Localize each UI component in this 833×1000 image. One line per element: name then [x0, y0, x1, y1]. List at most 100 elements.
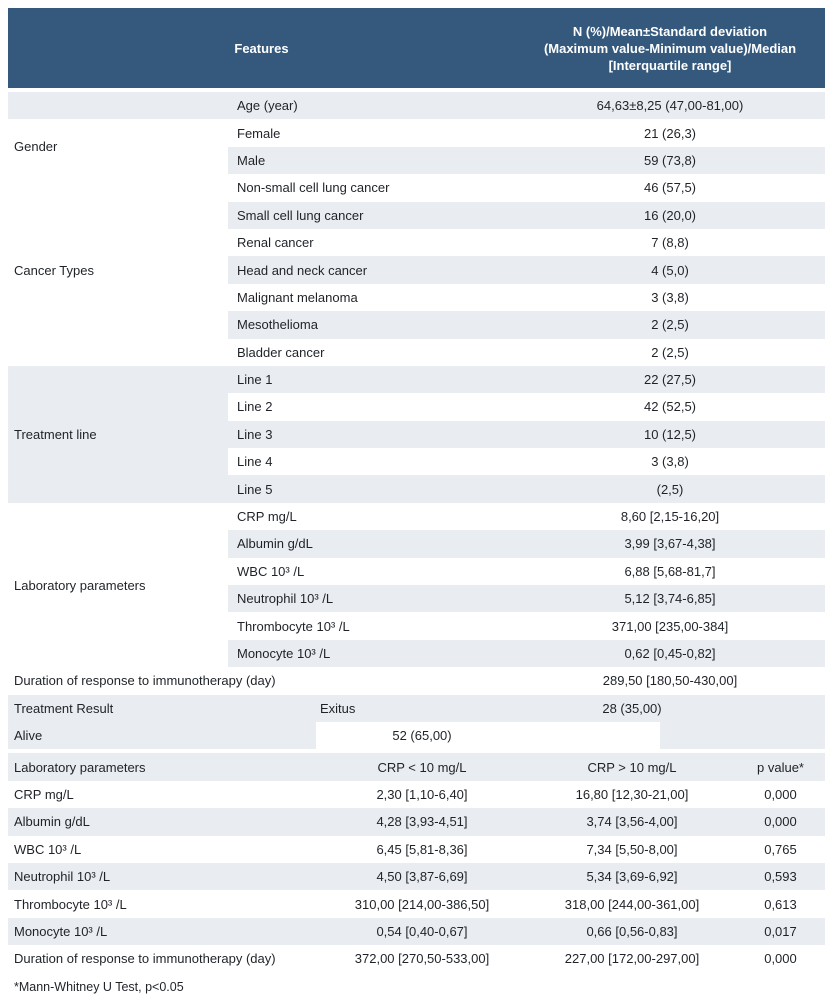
feature-cell: Bladder cancer [237, 344, 325, 360]
crp-low-cell: 310,00 [214,00-386,50] [354, 896, 490, 912]
p-value-cell: 0,593 [764, 869, 797, 885]
feature-cell: Duration of response to immunotherapy (d… [14, 673, 276, 689]
table-row: Bladder cancer 2 (2,5) [228, 338, 825, 366]
table-row: Alive 52 (65,00) [8, 721, 825, 750]
value-cell: 6,88 [5,68-81,7] [624, 563, 716, 579]
category-cell: Laboratory parameters [8, 502, 228, 668]
table-row: Neutrophil 10³ /L 5,12 [3,74-6,85] [228, 585, 825, 613]
table-row: Renal cancer 7 (8,8) [228, 228, 825, 257]
value-cell: 2 (2,5) [651, 344, 689, 360]
feature-cell: Mesothelioma [237, 317, 318, 333]
table-row: CRP mg/L 8,60 [2,15-16,20] [228, 502, 825, 531]
category-cell: Gender [8, 119, 228, 175]
value-cell: 0,62 [0,45-0,82] [624, 646, 716, 661]
stats-column-header: N (%)/Mean±Standard deviation (Maximum v… [515, 8, 825, 88]
feature-cell: Thrombocyte 10³ /L [14, 896, 127, 912]
crp-comparison-table: Laboratory parameters CRP < 10 mg/L CRP … [8, 753, 825, 973]
value-cell: 3,99 [3,67-4,38] [624, 536, 716, 552]
value-cell: 8,60 [2,15-16,20] [620, 509, 720, 525]
feature-cell: Exitus [320, 700, 356, 716]
feature-cell: Thrombocyte 10³ /L [237, 618, 350, 634]
feature-cell: CRP mg/L [237, 509, 297, 525]
stats-header-line: N (%)/Mean±Standard deviation [572, 23, 768, 39]
feature-cell: Duration of response to immunotherapy (d… [14, 951, 276, 967]
category-cell: Treatment Result [14, 700, 114, 716]
feature-cell: Alive [14, 728, 43, 744]
table-row: WBC 10³ /L 6,88 [5,68-81,7] [228, 557, 825, 586]
table-row: Line 1 22 (27,5) [228, 365, 825, 394]
feature-cell: Male [237, 152, 266, 168]
value-cell: 3 (3,8) [651, 289, 689, 305]
value-cell: 289,50 [180,50-430,00] [602, 673, 738, 689]
table-row: Albumin g/dL 3,99 [3,67-4,38] [228, 530, 825, 558]
column-header: Laboratory parameters [14, 759, 146, 775]
table-row: Mesothelioma 2 (2,5) [228, 311, 825, 339]
table-row: CRP mg/L 2,30 [1,10-6,40] 16,80 [12,30-2… [8, 780, 825, 809]
stats-header-line: [Interquartile range] [608, 57, 732, 73]
stats-header-line: (Maximum value-Minimum value)/Median [543, 40, 797, 56]
group-cancer-types: Cancer Types Non-small cell lung cancer … [8, 174, 825, 366]
table-row: Line 3 10 (12,5) [228, 420, 825, 449]
feature-cell: Line 4 [237, 454, 273, 470]
table-row: Non-small cell lung cancer 46 (57,5) [228, 174, 825, 202]
crp-low-cell: 4,50 [3,87-6,69] [376, 869, 468, 885]
value-cell: 4 (5,0) [651, 262, 689, 278]
table-row: Thrombocyte 10³ /L 310,00 [214,00-386,50… [8, 890, 825, 918]
feature-cell: Line 3 [237, 426, 273, 442]
crp-high-cell: 16,80 [12,30-21,00] [575, 786, 689, 802]
section-divider [8, 749, 825, 754]
table-row: Duration of response to immunotherapy (d… [8, 667, 825, 695]
crp-table-header-row: Laboratory parameters CRP < 10 mg/L CRP … [8, 753, 825, 781]
feature-cell: Malignant melanoma [237, 289, 358, 305]
table-row: Thrombocyte 10³ /L 371,00 [235,00-384] [228, 612, 825, 640]
value-cell: 16 (20,0) [643, 207, 697, 223]
column-header: p value* [757, 759, 804, 775]
crp-high-cell: 318,00 [244,00-361,00] [564, 896, 700, 912]
table-row: Monocyte 10³ /L 0,62 [0,45-0,82] [228, 639, 825, 668]
table-row: Neutrophil 10³ /L 4,50 [3,87-6,69] 5,34 … [8, 862, 825, 891]
crp-low-cell: 0,54 [0,40-0,67] [376, 923, 468, 939]
feature-cell: Line 2 [237, 399, 273, 415]
table-row: Age (year) 64,63±8,25 (47,00-81,00) [8, 92, 825, 120]
table-row: Line 5 (2,5) [228, 475, 825, 503]
feature-cell: Neutrophil 10³ /L [237, 591, 334, 607]
feature-cell: Line 5 [237, 481, 273, 497]
value-cell: 64,63±8,25 (47,00-81,00) [596, 98, 744, 114]
p-value-cell: 0,000 [764, 786, 797, 802]
p-value-cell: 0,000 [764, 951, 797, 967]
patient-characteristics-table: Features N (%)/Mean±Standard deviation (… [8, 8, 825, 994]
value-cell: 59 (73,8) [643, 152, 697, 168]
table-row: Line 4 3 (3,8) [228, 448, 825, 476]
table-row: Female 21 (26,3) [228, 119, 825, 147]
p-value-cell: 0,765 [764, 841, 797, 857]
category-cell: Cancer Types [8, 174, 228, 366]
table-footnote: *Mann-Whitney U Test, p<0.05 [14, 979, 184, 994]
feature-cell: Non-small cell lung cancer [237, 180, 390, 196]
value-cell: 22 (27,5) [643, 372, 697, 388]
value-cell: 371,00 [235,00-384] [611, 618, 729, 634]
p-value-cell: 0,000 [764, 814, 797, 830]
feature-cell: Head and neck cancer [237, 262, 368, 278]
table-row: Line 2 42 (52,5) [228, 393, 825, 421]
feature-cell: Albumin g/dL [14, 814, 90, 830]
group-laboratory-parameters: Laboratory parameters CRP mg/L 8,60 [2,1… [8, 502, 825, 668]
value-cell: 7 (8,8) [651, 235, 689, 251]
group-gender: Gender Female 21 (26,3) Male 59 (73,8) [8, 119, 825, 175]
table-row: Monocyte 10³ /L 0,54 [0,40-0,67] 0,66 [0… [8, 917, 825, 946]
table-row: Albumin g/dL 4,28 [3,93-4,51] 3,74 [3,56… [8, 808, 825, 836]
feature-cell: Monocyte 10³ /L [14, 923, 108, 939]
value-cell: 46 (57,5) [643, 180, 697, 196]
value-cell: 3 (3,8) [651, 454, 689, 470]
table-row: Treatment Result Exitus 28 (35,00) [8, 694, 825, 722]
table-header: Features N (%)/Mean±Standard deviation (… [8, 8, 825, 88]
value-cell: 10 (12,5) [643, 426, 697, 442]
table-row: Small cell lung cancer 16 (20,0) [228, 201, 825, 229]
crp-high-cell: 5,34 [3,69-6,92] [586, 869, 678, 885]
feature-cell: Female [237, 125, 281, 141]
column-header: CRP < 10 mg/L [377, 759, 467, 775]
table-row: WBC 10³ /L 6,45 [5,81-8,36] 7,34 [5,50-8… [8, 835, 825, 863]
value-cell: 28 (35,00) [602, 700, 662, 716]
feature-cell: Line 1 [237, 372, 273, 388]
value-cell: 42 (52,5) [643, 399, 697, 415]
feature-cell: Neutrophil 10³ /L [14, 869, 111, 885]
